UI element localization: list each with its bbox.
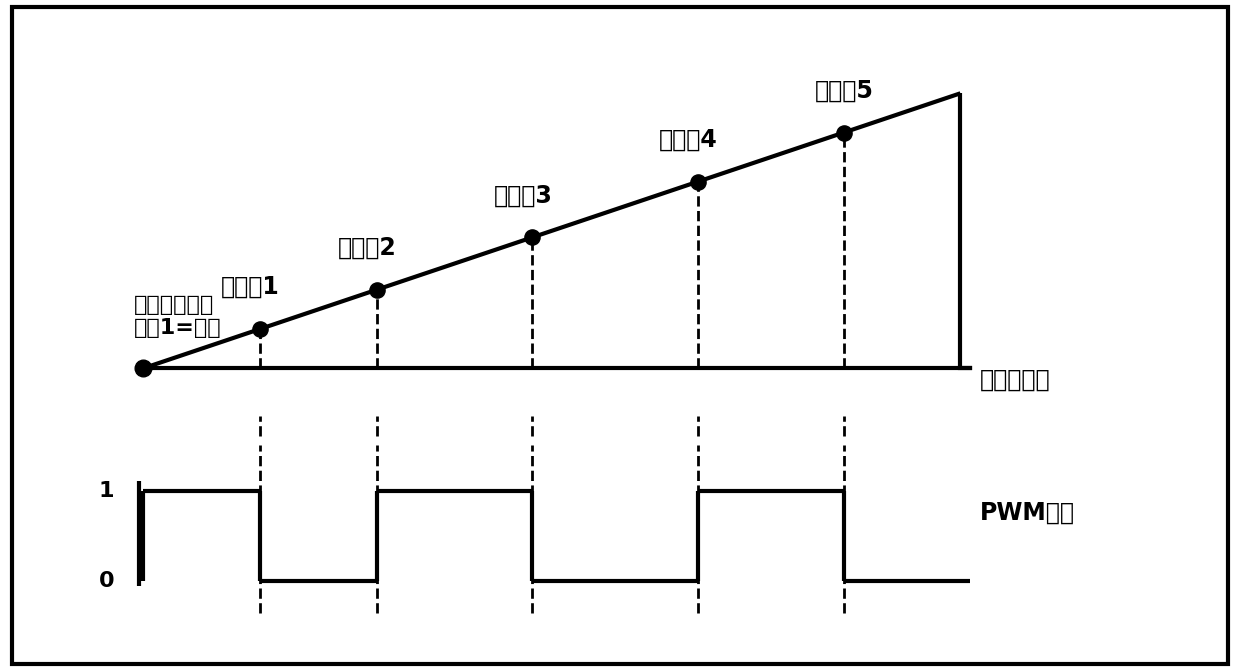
Text: 开关角4: 开关角4 xyxy=(658,127,718,152)
Text: 初始化电平指
令（1=高）: 初始化电平指 令（1=高） xyxy=(134,295,222,338)
Text: 开关角2: 开关角2 xyxy=(339,236,397,260)
Text: 开关角3: 开关角3 xyxy=(494,183,553,207)
Point xyxy=(250,323,270,334)
Text: 1: 1 xyxy=(99,480,114,501)
Text: 0: 0 xyxy=(99,571,114,591)
Text: 开关角1: 开关角1 xyxy=(221,275,280,299)
Point xyxy=(522,232,542,243)
Text: PWM脉冲: PWM脉冲 xyxy=(980,501,1075,525)
Text: 开关角5: 开关角5 xyxy=(815,79,873,103)
Point xyxy=(134,363,154,374)
Point xyxy=(367,285,387,295)
Point xyxy=(688,176,708,187)
Text: 锅齿波计数: 锅齿波计数 xyxy=(980,368,1050,392)
Point xyxy=(833,127,853,138)
